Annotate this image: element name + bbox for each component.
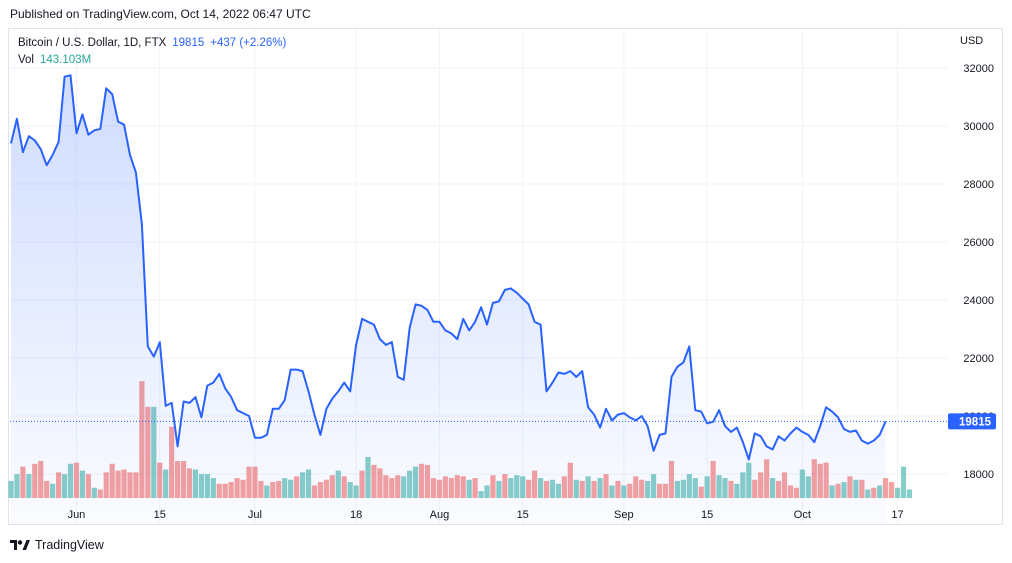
y-tick-label: 32000 [963, 63, 994, 75]
last-price-badge [948, 413, 996, 430]
legend-price: 19815 [172, 37, 205, 49]
last-price-text: 19815 [959, 416, 992, 428]
price-area-fill [11, 75, 886, 525]
symbol-title[interactable]: Bitcoin / U.S. Dollar, 1D, FTX [18, 37, 167, 49]
volume-bar [894, 487, 901, 498]
x-tick-label: Oct [794, 509, 811, 521]
y-tick-label: 26000 [963, 237, 994, 249]
volume-bar [883, 478, 889, 498]
y-tick-label: 30000 [963, 121, 994, 133]
y-tick-label: 18000 [963, 469, 994, 481]
x-tick-label: 17 [891, 509, 903, 521]
footer-brand[interactable]: TradingView [10, 538, 104, 552]
x-tick-label: Jul [248, 509, 262, 521]
tradingview-logo-icon [10, 540, 30, 550]
x-axis: Jun 15 Jul 18 Aug 15 Sep 15 Oct 17 [68, 509, 904, 521]
volume-value: 143.103M [40, 54, 92, 66]
volume-bar [889, 482, 895, 498]
volume-bar [900, 466, 907, 498]
x-tick-label: Jun [68, 509, 86, 521]
last-price-label: 19815 [948, 413, 996, 430]
legend-change: +437 (+2.26%) [210, 37, 287, 49]
x-tick-label: 15 [154, 509, 166, 521]
x-tick-label: 15 [701, 509, 713, 521]
chart-legend: Bitcoin / U.S. Dollar, 1D, FTX 19815 +437 … [18, 35, 286, 69]
brand-name: TradingView [35, 538, 104, 552]
currency-label[interactable]: USD [960, 35, 984, 47]
y-tick-label: 22000 [963, 353, 994, 365]
x-tick-label: Sep [614, 509, 634, 521]
y-tick-label: 24000 [963, 295, 994, 307]
volume-bar [906, 489, 913, 498]
published-note: Published on TradingView.com, Oct 14, 20… [10, 7, 311, 21]
volume-label[interactable]: Vol [18, 54, 34, 66]
x-tick-label: Aug [430, 509, 450, 521]
x-tick-label: 18 [350, 509, 362, 521]
x-tick-label: 15 [517, 509, 529, 521]
y-tick-label: 28000 [963, 179, 994, 191]
price-line [10, 74, 887, 461]
